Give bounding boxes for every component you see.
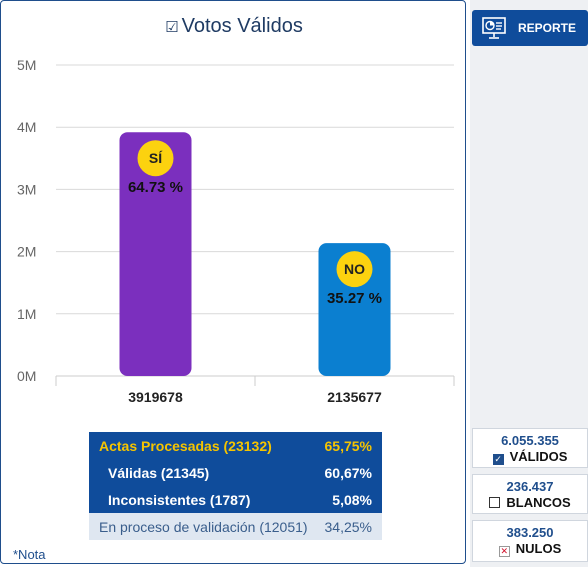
bar-no[interactable] bbox=[318, 243, 391, 376]
inconsistentes-label: Inconsistentes (1787) bbox=[108, 491, 251, 508]
validas-label: Válidas (21345) bbox=[108, 464, 210, 481]
nulos-number: 383.250 bbox=[506, 525, 554, 540]
badge-circle bbox=[336, 251, 373, 288]
blancos-checkbox-icon[interactable] bbox=[489, 497, 501, 508]
inconsistentes-row: Inconsistentes (1787) 5,08% bbox=[89, 486, 382, 513]
stat-nulos[interactable]: 383.250 ✕ NULOS bbox=[472, 520, 588, 562]
bar-chart: 0M 1M 2M 3M 4M 5M SÍ 64.73 % 3919678 NO 35.27 % 213… bbox=[17, 57, 455, 405]
validas-row: Válidas (21345) 60,67% bbox=[89, 459, 382, 486]
y-tick-label: 4M bbox=[17, 119, 36, 135]
nulos-label: NULOS bbox=[515, 541, 562, 556]
validos-number: 6.055.355 bbox=[501, 433, 559, 448]
validas-value: 60,67% bbox=[324, 464, 372, 481]
y-tick-label: 3M bbox=[17, 181, 36, 197]
chart-title[interactable]: ☑ Votos Válidos bbox=[1, 15, 467, 38]
badge-circle bbox=[137, 140, 174, 177]
x-tick-label: 3919678 bbox=[128, 389, 183, 405]
actas-procesadas-row: Actas Procesadas (23132) 65,75% bbox=[89, 432, 382, 459]
en-proceso-label: En proceso de validación (12051) bbox=[99, 518, 308, 535]
nulos-x-checkbox-icon[interactable]: ✕ bbox=[498, 546, 510, 557]
bar-si[interactable] bbox=[119, 132, 192, 376]
blancos-label: BLANCOS bbox=[506, 495, 571, 510]
en-proceso-row: En proceso de validación (12051) 34,25% bbox=[89, 513, 382, 540]
actas-procesadas-label: Actas Procesadas (23132) bbox=[99, 437, 272, 454]
blancos-number: 236.437 bbox=[506, 479, 554, 494]
y-tick-label: 2M bbox=[17, 244, 36, 260]
validos-label: VÁLIDOS bbox=[509, 449, 568, 464]
note-link[interactable]: *Nota bbox=[13, 547, 46, 562]
inconsistentes-value: 5,08% bbox=[332, 491, 372, 508]
chart-panel: ☑ Votos Válidos 0M 1M 2M 3M 4M 5M SÍ 64.73 % 3919… bbox=[0, 0, 466, 564]
badge-label: NO bbox=[344, 261, 365, 277]
percent-label: 35.27 % bbox=[327, 290, 382, 307]
badge-label: SÍ bbox=[149, 150, 163, 166]
stat-blancos[interactable]: 236.437 BLANCOS bbox=[472, 474, 588, 514]
reporte-button[interactable]: REPORTE bbox=[472, 10, 588, 46]
x-tick-label: 2135677 bbox=[327, 389, 382, 405]
stat-validos[interactable]: 6.055.355 ✓ VÁLIDOS bbox=[472, 428, 588, 468]
y-tick-label: 0M bbox=[17, 368, 36, 384]
actas-summary-table: Actas Procesadas (23132) 65,75% Válidas … bbox=[89, 432, 382, 540]
checkbox-icon[interactable]: ☑ bbox=[165, 19, 179, 36]
validos-checkbox-icon[interactable]: ✓ bbox=[492, 454, 504, 465]
en-proceso-value: 34,25% bbox=[324, 518, 372, 535]
percent-label: 64.73 % bbox=[128, 179, 183, 196]
report-icon bbox=[482, 17, 506, 39]
actas-procesadas-value: 65,75% bbox=[324, 437, 372, 454]
reporte-label: REPORTE bbox=[518, 21, 577, 35]
chart-title-text: Votos Válidos bbox=[181, 15, 303, 37]
sidebar bbox=[470, 0, 588, 567]
y-tick-label: 1M bbox=[17, 306, 36, 322]
y-tick-label: 5M bbox=[17, 57, 36, 73]
